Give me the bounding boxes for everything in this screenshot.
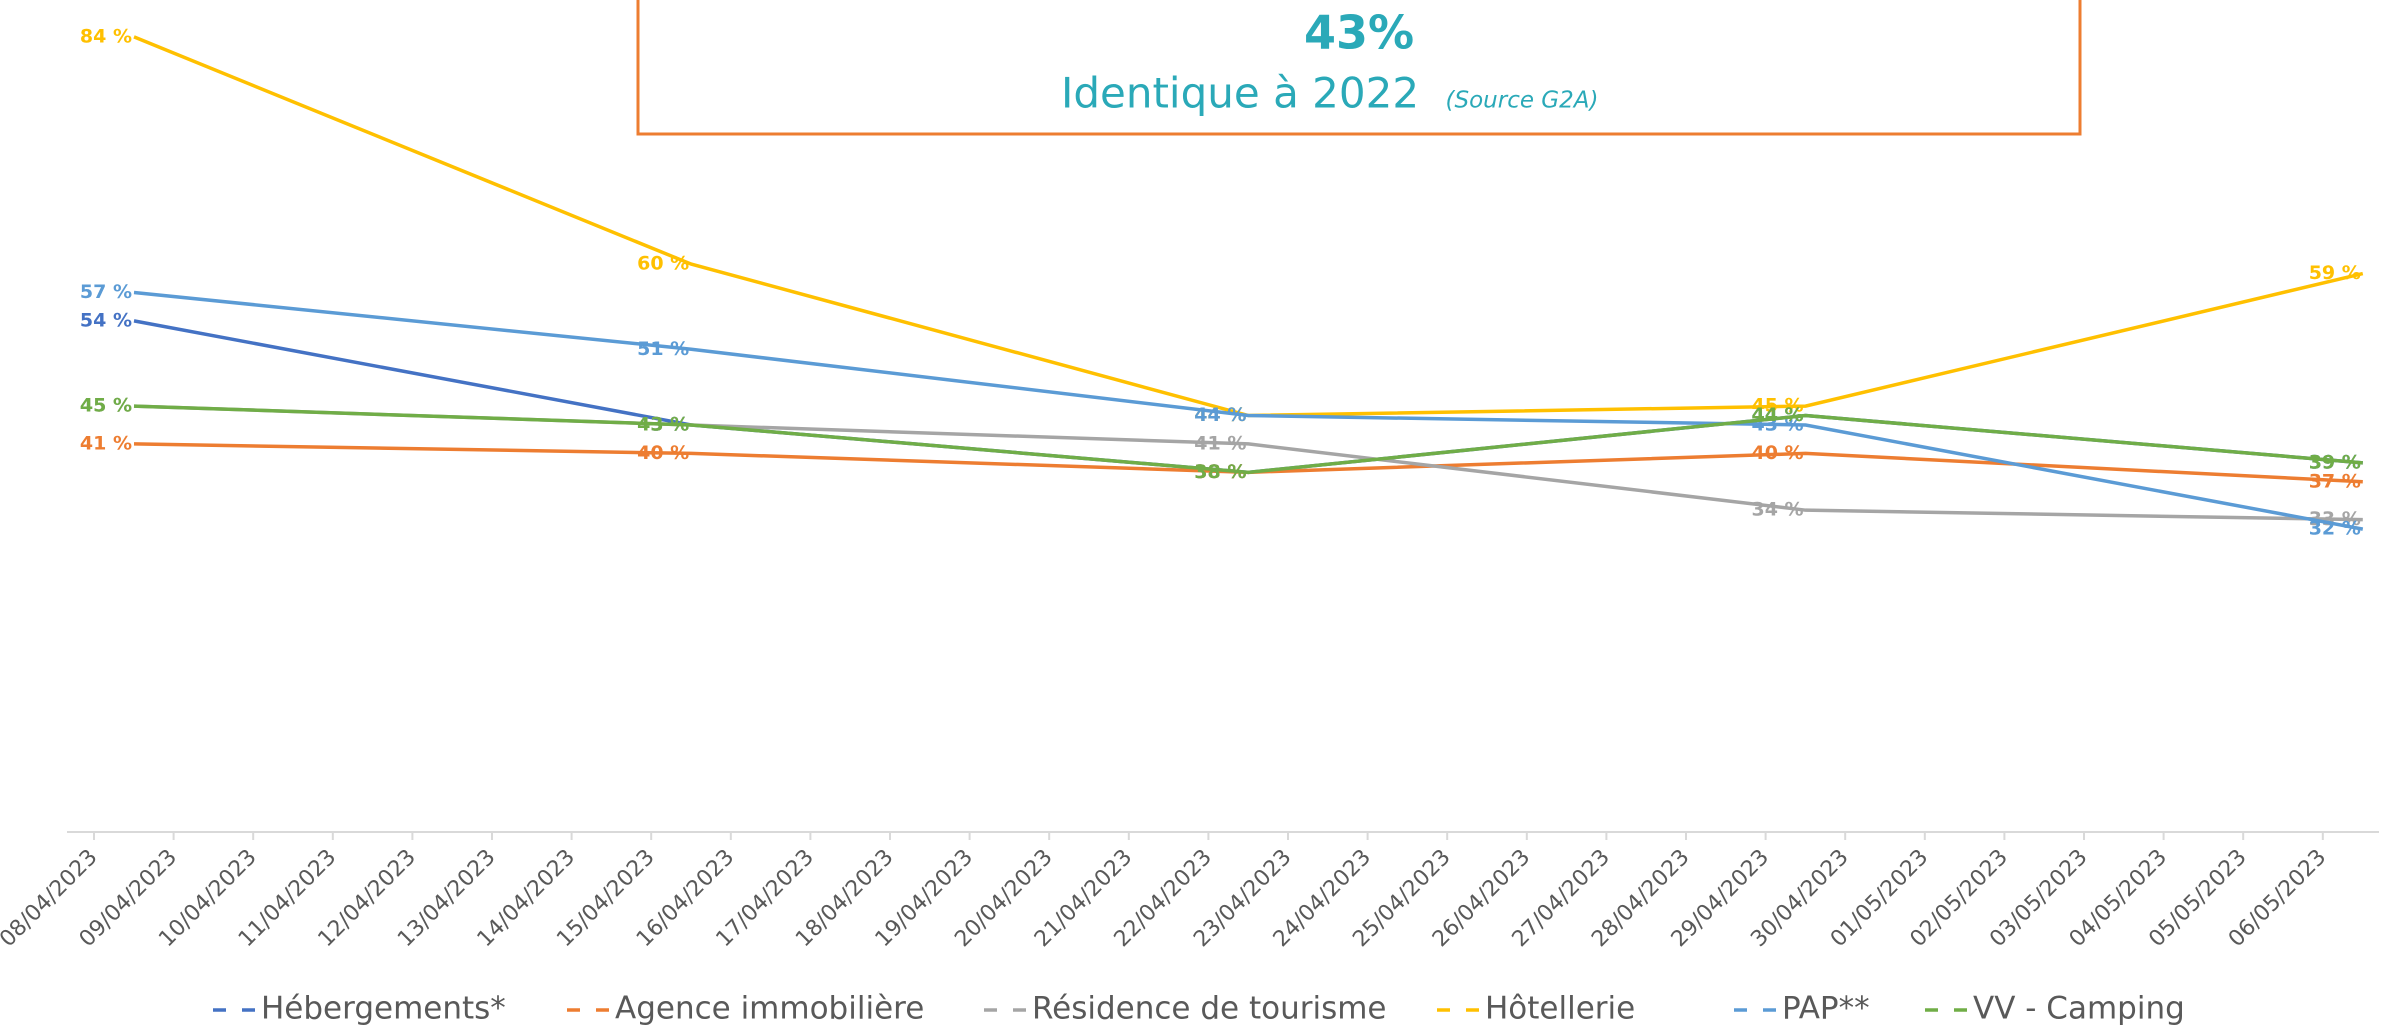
- data-label: 57 %: [80, 281, 132, 303]
- data-label: 45 %: [1752, 395, 1804, 417]
- legend-label: VV - Camping: [1973, 991, 2185, 1027]
- data-label: 45 %: [80, 395, 132, 417]
- data-label: 32 %: [2309, 518, 2361, 540]
- source: (Source G2A): [1446, 88, 1599, 114]
- series-line: [133, 404, 2363, 522]
- legend-label: Hébergements*: [261, 991, 506, 1027]
- data-label: 37 %: [2309, 470, 2361, 492]
- data-label: 41 %: [80, 432, 132, 454]
- legend-label: Agence immobilière: [615, 991, 924, 1027]
- data-label: 43 %: [637, 414, 689, 436]
- data-label: 39 %: [2309, 451, 2361, 473]
- subtitle: Identique à 2022: [1061, 69, 1419, 118]
- data-label: 44 %: [1194, 404, 1246, 426]
- series-line: [133, 290, 2364, 531]
- headline-box: [636, 0, 2082, 136]
- data-label: 84 %: [80, 25, 132, 47]
- data-label: 38 %: [1194, 461, 1246, 483]
- data-label: 44 %: [1752, 404, 1804, 426]
- data-label: 54 %: [80, 309, 132, 331]
- data-label: 40 %: [1752, 442, 1804, 464]
- data-label: 34 %: [1752, 499, 1804, 521]
- data-label: 40 %: [637, 442, 689, 464]
- data-label: 39 %: [2309, 451, 2361, 473]
- headline: 43%: [1304, 6, 1414, 60]
- data-label: 45 %: [80, 395, 132, 417]
- data-label: 41 %: [1194, 432, 1246, 454]
- data-label: 38 %: [1194, 461, 1246, 483]
- data-label: 51 %: [637, 338, 689, 360]
- legend-label: PAP**: [1782, 991, 1870, 1027]
- data-label: 60 %: [637, 253, 689, 275]
- series-line: [133, 404, 2363, 475]
- legend-label: Résidence de tourisme: [1032, 991, 1387, 1027]
- legend-label: Hôtellerie: [1485, 991, 1635, 1027]
- series-line: [133, 442, 2363, 484]
- data-label: 59 %: [2309, 262, 2361, 284]
